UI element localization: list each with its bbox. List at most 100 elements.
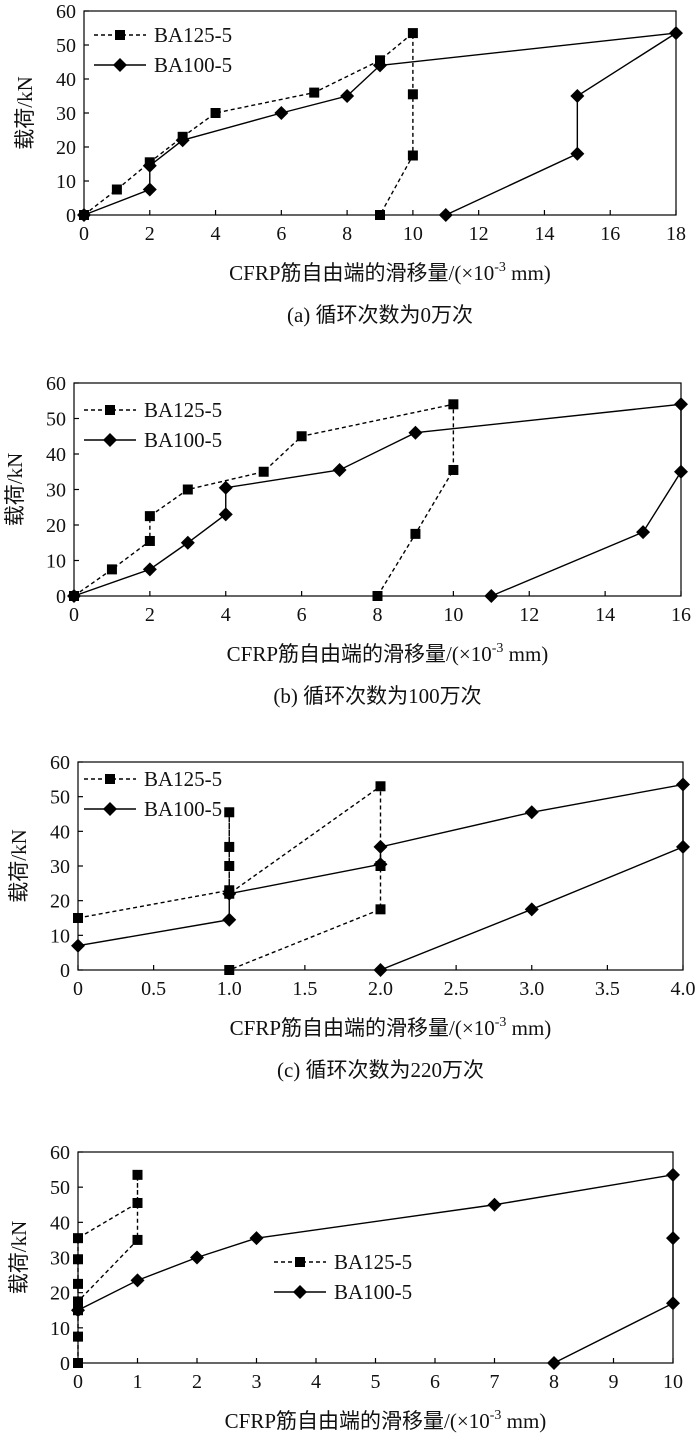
data-point-diamond — [373, 58, 387, 73]
data-point-square — [224, 965, 235, 975]
data-point-diamond — [142, 562, 157, 577]
x-tick-label: 6 — [297, 604, 307, 626]
panel-caption: (a) 循环次数为0万次 — [287, 303, 473, 327]
legend: BA125-5 BA100-5 — [274, 1250, 412, 1304]
x-axis-label: CFRP筋自由端的滑移量/(×10-3 mm) — [225, 1408, 547, 1433]
x-tick-label: 4.0 — [671, 978, 696, 1000]
x-tick-label: 10 — [443, 604, 463, 626]
x-tick-label: 3 — [252, 1371, 262, 1393]
x-axis-label-exponent: -3 — [495, 1015, 507, 1030]
data-point-diamond — [666, 1167, 680, 1182]
data-point-square — [73, 1254, 83, 1265]
y-tick-label: 60 — [46, 373, 66, 395]
chart-panel-b: 0 10 20 30 40 50 60 0 2 4 6 8 10 12 14 16 载荷/kN CFRP筋自由端的… — [3, 373, 691, 708]
series-line — [77, 784, 382, 971]
data-point-square — [73, 1233, 83, 1244]
y-tick-label: 40 — [50, 1212, 70, 1234]
y-tick-label: 60 — [50, 1142, 70, 1164]
y-tick-label: 10 — [46, 551, 66, 573]
x-tick-label: 7 — [490, 1371, 500, 1393]
data-point-square — [375, 904, 386, 915]
x-tick-label: 3.0 — [519, 978, 544, 1000]
data-point-diamond — [130, 1273, 145, 1288]
y-tick-label: 20 — [46, 515, 66, 537]
data-point-diamond — [676, 839, 690, 854]
y-tick-label: 0 — [66, 205, 76, 227]
legend-marker-square — [115, 30, 125, 40]
x-tick-label: 12 — [519, 604, 539, 626]
data-point-diamond — [222, 912, 237, 927]
data-point-diamond — [71, 938, 85, 953]
legend-marker-square — [105, 774, 115, 784]
data-point-diamond — [190, 1250, 204, 1265]
y-tick-label: 60 — [56, 1, 76, 23]
data-point-diamond — [676, 777, 690, 792]
y-tick-label: 30 — [56, 103, 76, 125]
x-axis-label-exponent: -3 — [490, 1408, 502, 1423]
x-tick-label: 1.0 — [217, 978, 242, 1000]
x-tick-label: 14 — [595, 604, 615, 626]
y-tick-label: 10 — [50, 925, 70, 947]
y-tick-label: 0 — [60, 1353, 70, 1375]
y-tick-label: 0 — [60, 960, 70, 982]
y-tick-label: 40 — [56, 69, 76, 91]
x-tick-label: 18 — [666, 223, 686, 245]
data-point-diamond — [438, 208, 453, 222]
data-point-diamond — [570, 146, 585, 161]
data-point-diamond — [484, 589, 499, 603]
y-tick-label: 20 — [50, 1283, 70, 1305]
legend-label: BA100-5 — [154, 53, 232, 77]
data-point-diamond — [222, 886, 237, 901]
data-point-square — [407, 150, 418, 161]
data-point-square — [132, 1234, 143, 1245]
data-point-square — [407, 28, 418, 39]
series-BA100-5 — [67, 397, 688, 603]
x-tick-label: 14 — [534, 223, 554, 245]
legend-label: BA100-5 — [334, 1280, 412, 1304]
y-axis-label: 载荷/kN — [3, 453, 27, 527]
x-tick-label: 2 — [145, 604, 155, 626]
legend: BA125-5 BA100-5 — [84, 767, 222, 821]
y-tick-label: 50 — [56, 35, 76, 57]
data-point-square — [106, 564, 117, 575]
series-BA125-5 — [79, 28, 418, 220]
data-point-diamond — [142, 182, 157, 197]
x-tick-label: 4 — [221, 604, 231, 626]
data-point-square — [375, 781, 386, 792]
data-point-diamond — [218, 480, 233, 495]
x-tick-label: 6 — [430, 1371, 440, 1393]
chart-panel-c: 0 10 20 30 40 50 60 0 0.5 1.0 1.5 2.0 2.5 3.0 3.5 4.0 载荷… — [7, 752, 696, 1082]
x-axis-label-main: CFRP筋自由端的滑移量/(×10 — [227, 642, 492, 666]
data-point-square — [372, 591, 383, 601]
data-point-square — [224, 807, 235, 818]
data-point-diamond — [373, 857, 388, 872]
data-point-square — [224, 841, 235, 852]
y-tick-label: 30 — [50, 1248, 70, 1270]
legend-marker-diamond — [103, 802, 117, 816]
data-point-square — [258, 466, 269, 477]
x-axis-label-exponent: -3 — [492, 641, 504, 656]
x-axis-label-main: CFRP筋自由端的滑移量/(×10 — [230, 1016, 495, 1040]
legend-marker-diamond — [113, 58, 127, 72]
series-line — [83, 31, 414, 216]
x-axis-label-exponent: -3 — [494, 260, 506, 275]
y-tick-label: 50 — [46, 409, 66, 431]
x-tick-label: 2 — [192, 1371, 202, 1393]
data-point-diamond — [332, 462, 347, 477]
legend-marker-square — [105, 405, 115, 415]
data-point-diamond — [666, 1296, 680, 1311]
legend-label: BA125-5 — [154, 23, 232, 47]
x-tick-label: 10 — [663, 1371, 683, 1393]
x-tick-label: 0.5 — [141, 978, 166, 1000]
data-point-diamond — [669, 26, 683, 41]
x-tick-label: 6 — [276, 223, 286, 245]
data-point-diamond — [487, 1197, 502, 1212]
y-tick-label: 10 — [50, 1318, 70, 1340]
x-tick-label: 5 — [371, 1371, 381, 1393]
x-tick-label: 1.5 — [292, 978, 317, 1000]
panel-caption: (b) 循环次数为100万次 — [273, 684, 481, 708]
data-point-diamond — [175, 133, 190, 148]
data-point-diamond — [142, 158, 157, 173]
y-tick-label: 0 — [56, 586, 66, 608]
x-axis-label: CFRP筋自由端的滑移量/(×10-3 mm) — [227, 641, 549, 666]
